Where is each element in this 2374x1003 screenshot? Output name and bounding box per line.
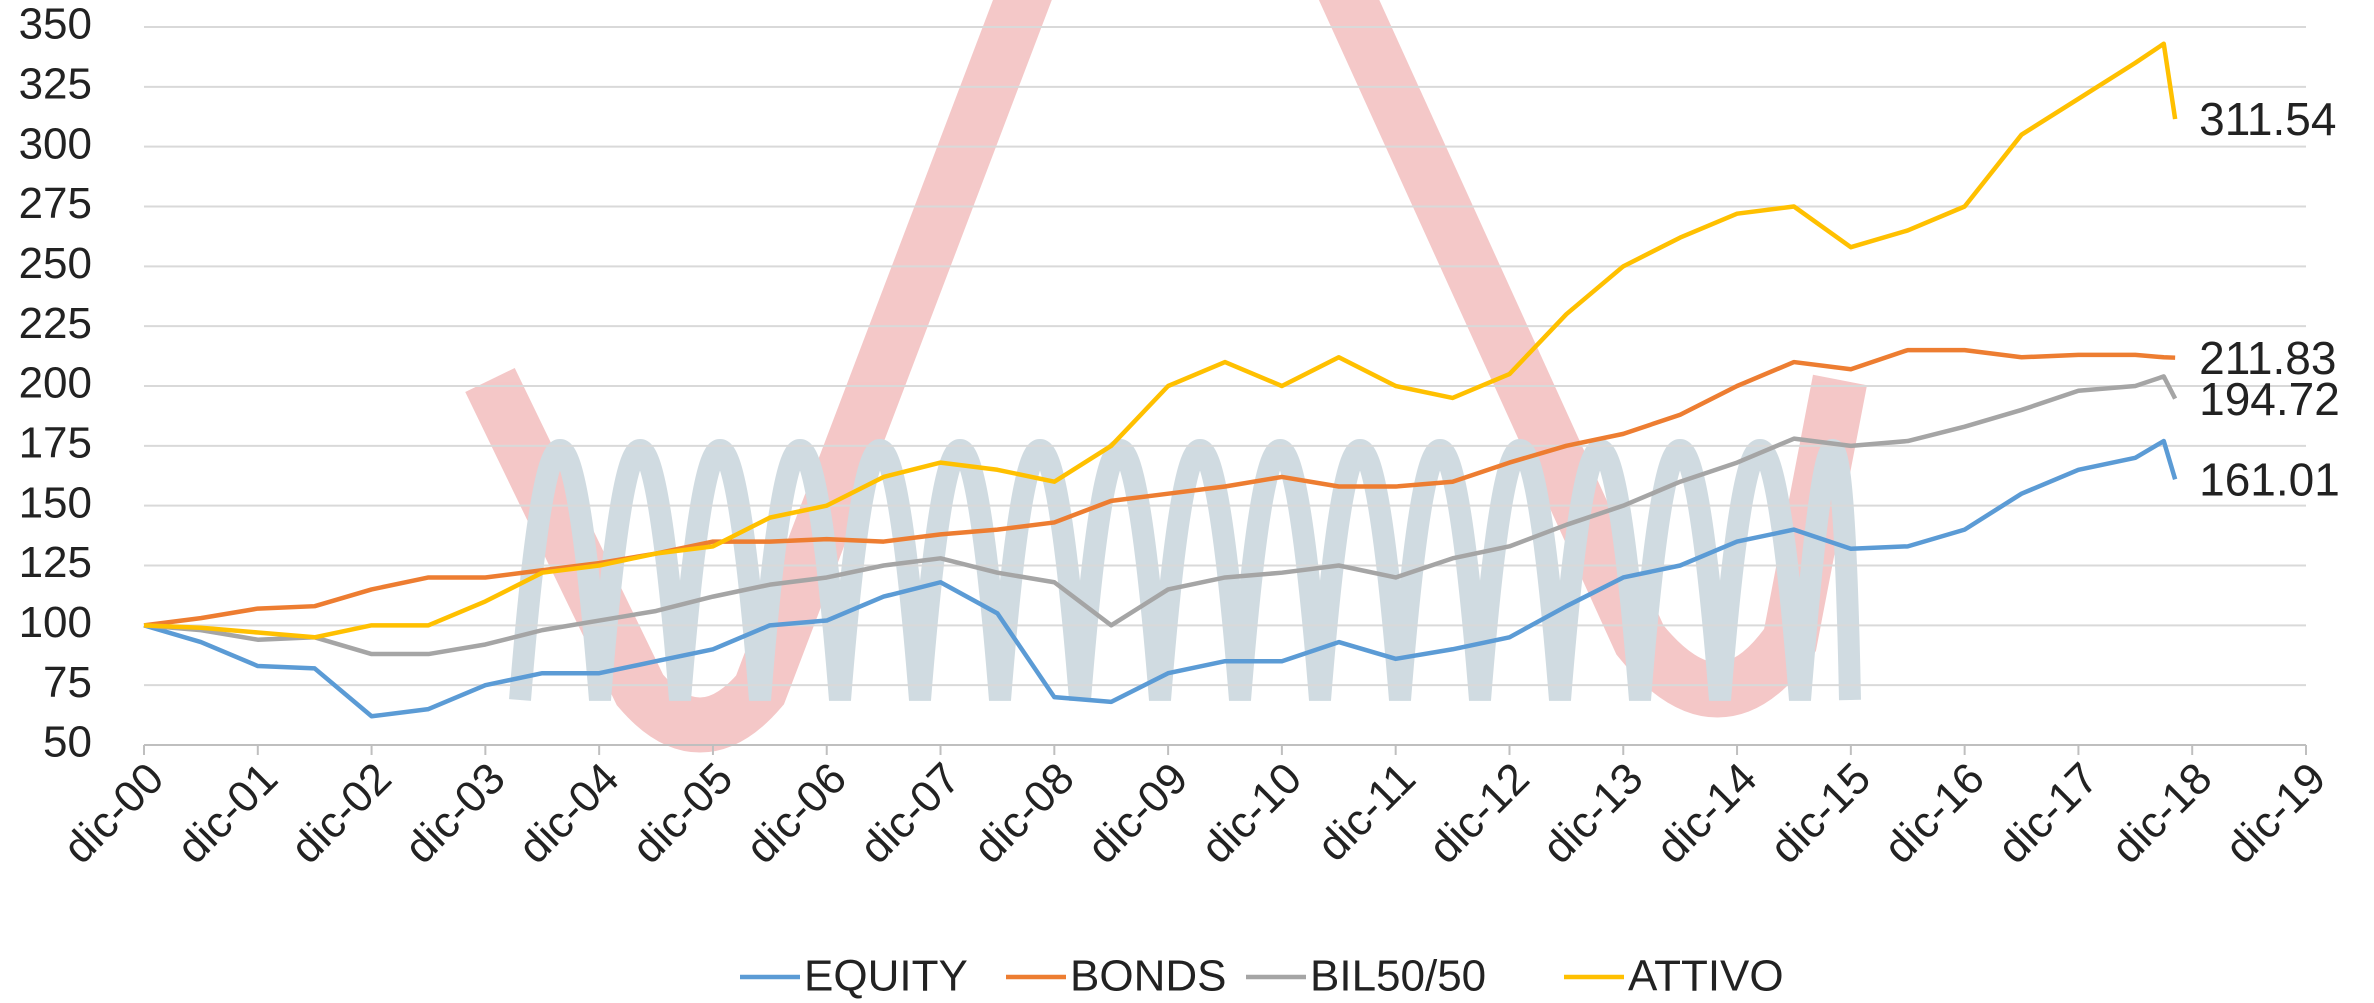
x-tick-label: dic-19 — [2216, 754, 2335, 873]
x-tick-label: dic-13 — [1533, 754, 1652, 873]
y-tick-label: 275 — [19, 179, 92, 228]
x-tick-label: dic-01 — [168, 754, 287, 873]
x-tick-label: dic-15 — [1761, 754, 1880, 873]
x-tick-label: dic-04 — [509, 754, 628, 873]
x-tick-label: dic-17 — [1988, 754, 2107, 873]
x-tick-label: dic-12 — [1419, 754, 1538, 873]
legend-label: BONDS — [1070, 952, 1226, 1001]
y-tick-label: 150 — [19, 478, 92, 527]
legend-label: ATTIVO — [1628, 952, 1784, 1001]
chart: 50 75 100 125 150 175 200 225 250 275 300 325 350 dic… — [0, 0, 2374, 1003]
y-tick-label: 100 — [19, 598, 92, 647]
y-tick-label: 175 — [19, 418, 92, 467]
y-tick-label: 250 — [19, 239, 92, 288]
x-tick-label: dic-07 — [850, 754, 969, 873]
y-tick-label: 325 — [19, 59, 92, 108]
x-tick-label: dic-08 — [964, 754, 1083, 873]
x-tick-label: dic-06 — [737, 754, 856, 873]
end-value-label: 161.01 — [2199, 453, 2340, 505]
y-tick-label: 75 — [43, 658, 92, 707]
y-tick-label: 225 — [19, 299, 92, 348]
x-tick-label: dic-10 — [1192, 754, 1311, 873]
x-tick-label: dic-03 — [395, 754, 514, 873]
x-tick-label: dic-05 — [623, 754, 742, 873]
legend-label: BIL50/50 — [1310, 952, 1486, 1001]
y-tick-label: 125 — [19, 538, 92, 587]
end-value-label: 194.72 — [2199, 373, 2340, 425]
y-tick-label: 300 — [19, 119, 92, 168]
x-tick-label: dic-02 — [281, 754, 400, 873]
x-tick-label: dic-00 — [54, 754, 173, 873]
y-tick-label: 50 — [43, 718, 92, 767]
legend-label: EQUITY — [804, 952, 968, 1001]
x-tick-label: dic-11 — [1308, 754, 1425, 871]
x-tick-label: dic-18 — [2102, 754, 2221, 873]
watermark — [490, 0, 1850, 725]
end-value-label: 311.54 — [2199, 93, 2336, 145]
x-tick-label: dic-14 — [1647, 754, 1766, 873]
y-tick-label: 200 — [19, 359, 92, 408]
x-tick-label: dic-09 — [1078, 754, 1197, 873]
y-tick-label: 350 — [19, 0, 92, 49]
x-tick-label: dic-16 — [1875, 754, 1994, 873]
